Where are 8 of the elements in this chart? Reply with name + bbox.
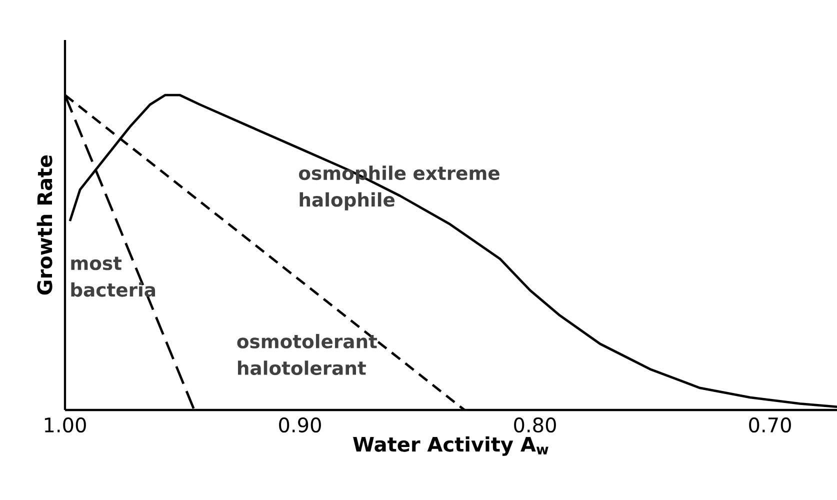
x-tick-label: 1.00: [44, 417, 86, 433]
x-axis-title: Water Activity A$_{w}$: [353, 436, 548, 456]
series-label: osmotolerant halotolerant: [237, 334, 378, 376]
y-axis-title: Growth Rate: [36, 155, 52, 295]
x-tick-label: 0.70: [749, 417, 791, 433]
x-tick-label: 0.80: [514, 417, 556, 433]
series-label: most bacteria: [71, 256, 156, 297]
x-tick-label: 0.90: [279, 417, 321, 433]
